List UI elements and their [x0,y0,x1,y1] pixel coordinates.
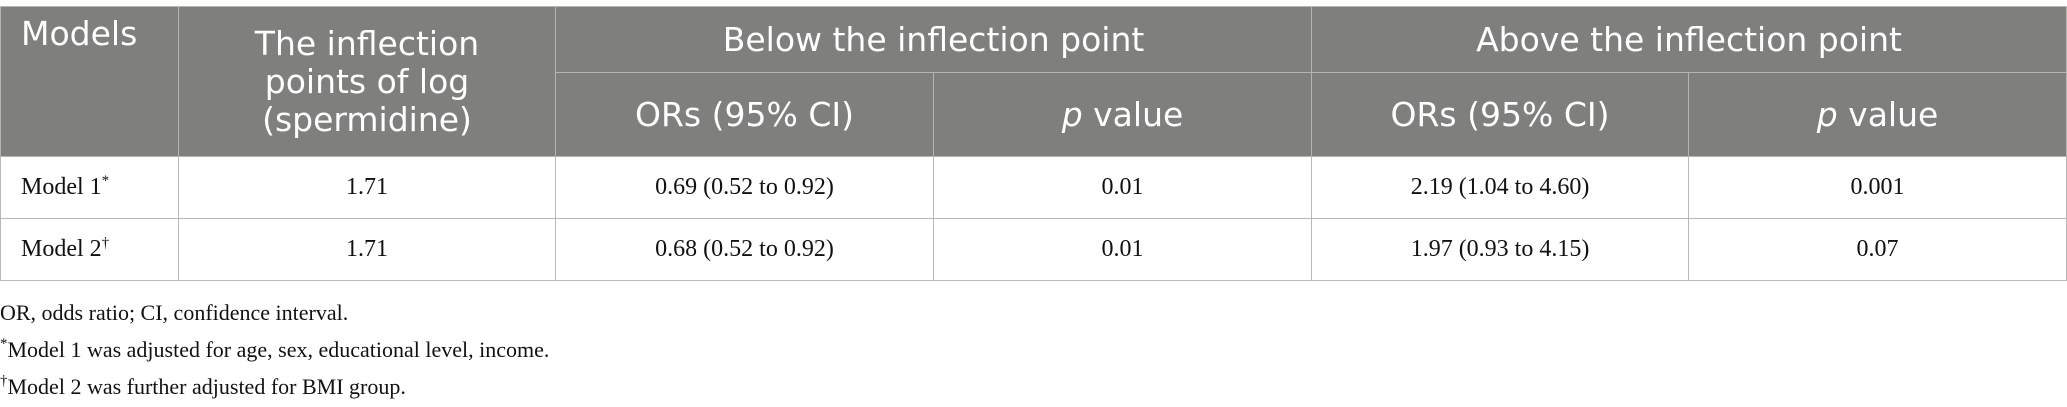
value-cell: 0.01 [932,156,1313,219]
header-below-p: p value [932,72,1313,157]
footnote: *Model 1 was adjusted for age, sex, educ… [0,331,549,368]
header-above: Above the inflection point [1311,6,2067,73]
value-cell: 1.71 [178,218,556,281]
header-above-p: p value [1688,72,2067,157]
footnote: †Model 2 was further adjusted for BMI gr… [0,368,549,405]
footnote-marker: † [101,235,110,251]
footnotes: OR, odds ratio; CI, confidence interval.… [0,294,549,405]
footnote-text: Model 2 was further adjusted for BMI gro… [7,374,406,399]
italic-p: p [1061,94,1083,134]
footnote-text: Model 1 was adjusted for age, sex, educa… [7,337,550,362]
table-row: Model 1* 1.71 0.69 (0.52 to 0.92) 0.01 2.19 … [0,156,2067,219]
header-above-or: ORs (95% CI) [1311,72,1690,157]
value-cell: 1.97 (0.93 to 4.15) [1311,218,1690,281]
header-below: Below the inflection point [554,6,1313,73]
model-cell: Model 1* [0,156,179,219]
p-text: value [1093,94,1184,134]
table-row: Model 2† 1.71 0.68 (0.52 to 0.92) 0.01 1.97 … [0,218,2067,281]
header-inflection: The inflection points of log (spermidine… [178,6,556,157]
value-cell: 2.19 (1.04 to 4.60) [1311,156,1690,219]
footnote-marker: * [0,336,8,352]
footnote: OR, odds ratio; CI, confidence interval. [0,294,549,331]
footnote-text: OR, odds ratio; CI, confidence interval. [0,300,349,325]
results-table: Models The inflection points of log (spe… [0,6,2067,281]
value-cell: 0.01 [932,218,1313,281]
footnote-marker: † [0,373,8,389]
italic-p: p [1816,94,1838,134]
table-body: Model 1* 1.71 0.69 (0.52 to 0.92) 0.01 2.19 … [0,156,2067,281]
model-name: Model 1 [21,174,102,200]
value-cell: 1.71 [178,156,556,219]
footnote-marker: * [101,173,110,189]
value-cell: 0.69 (0.52 to 0.92) [555,156,934,219]
value-cell: 0.001 [1688,156,2067,219]
header-below-or: ORs (95% CI) [555,72,934,157]
value-cell: 0.07 [1688,218,2067,281]
model-name: Model 2 [21,236,102,262]
p-text: value [1848,94,1939,134]
header-models: Models [0,6,179,157]
model-cell: Model 2† [0,218,179,281]
value-cell: 0.68 (0.52 to 0.92) [555,218,934,281]
